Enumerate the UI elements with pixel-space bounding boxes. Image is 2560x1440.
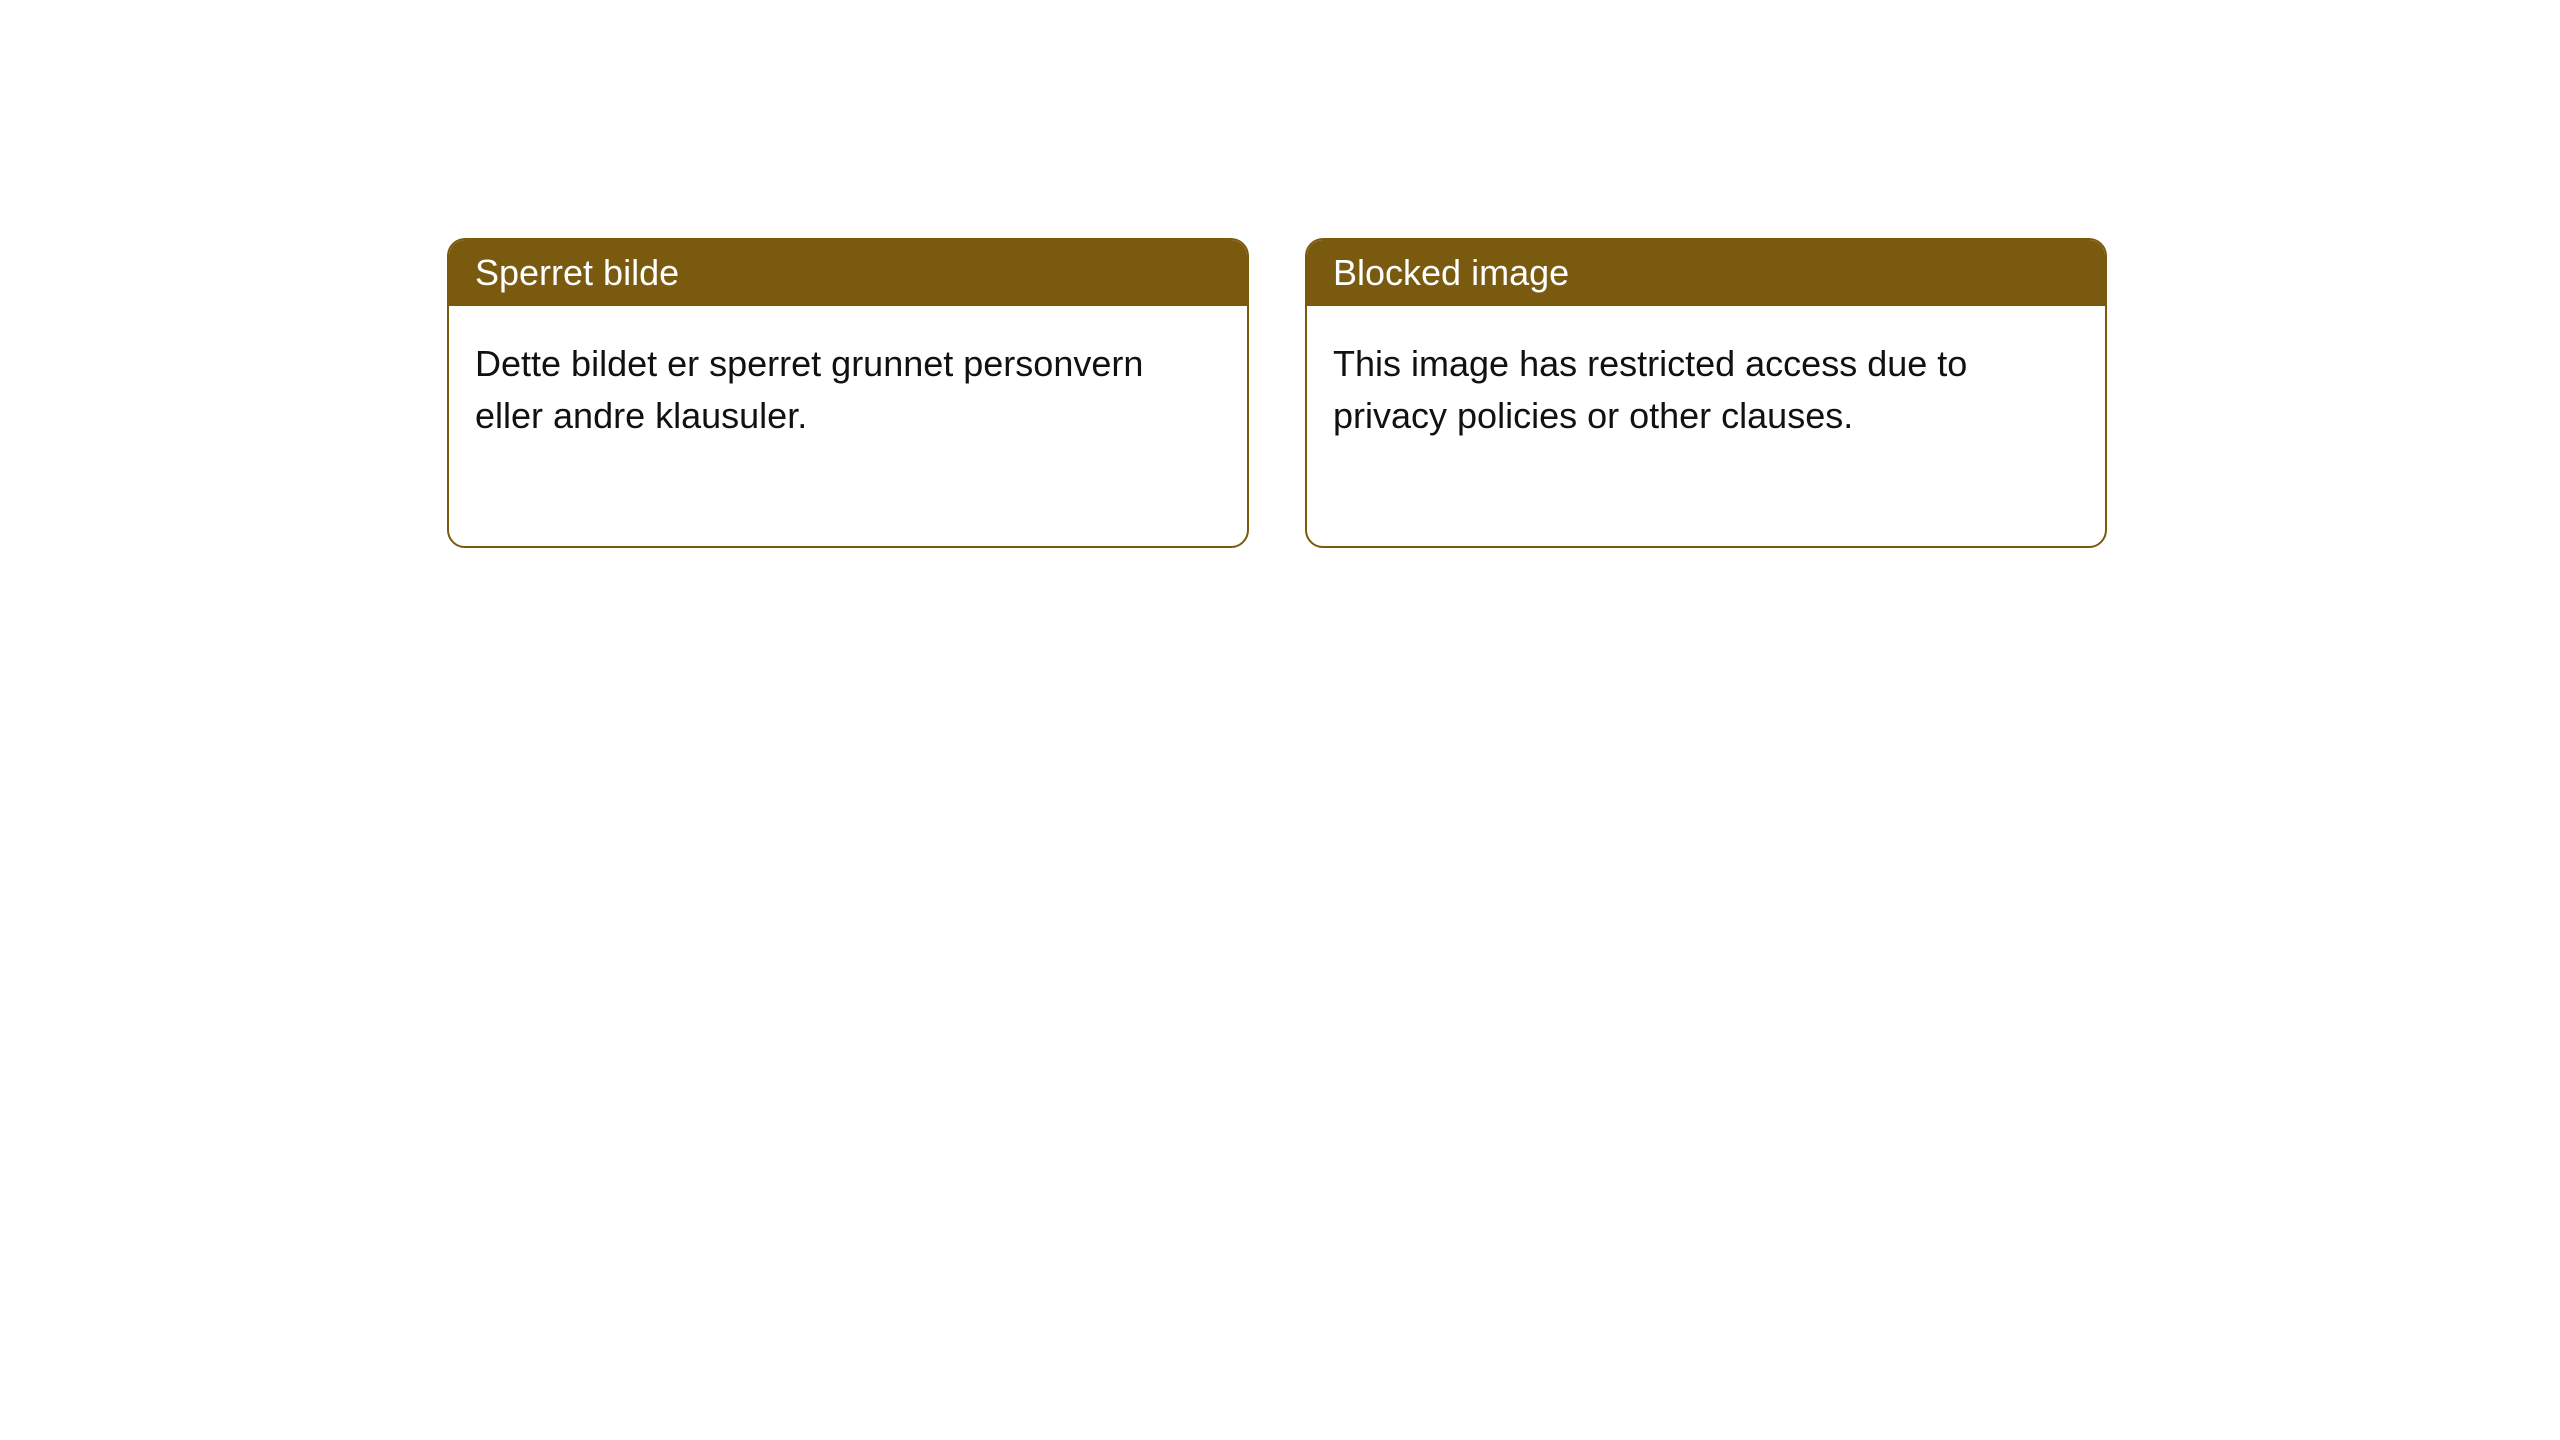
notice-message: This image has restricted access due to … [1333,343,1967,436]
notice-body: This image has restricted access due to … [1307,306,2105,546]
blocked-image-notices: Sperret bilde Dette bildet er sperret gr… [447,238,2107,548]
notice-header: Blocked image [1307,240,2105,306]
notice-card-norwegian: Sperret bilde Dette bildet er sperret gr… [447,238,1249,548]
notice-body: Dette bildet er sperret grunnet personve… [449,306,1247,546]
notice-card-english: Blocked image This image has restricted … [1305,238,2107,548]
notice-header: Sperret bilde [449,240,1247,306]
notice-title: Blocked image [1333,252,1569,293]
notice-title: Sperret bilde [475,252,679,293]
notice-message: Dette bildet er sperret grunnet personve… [475,343,1143,436]
